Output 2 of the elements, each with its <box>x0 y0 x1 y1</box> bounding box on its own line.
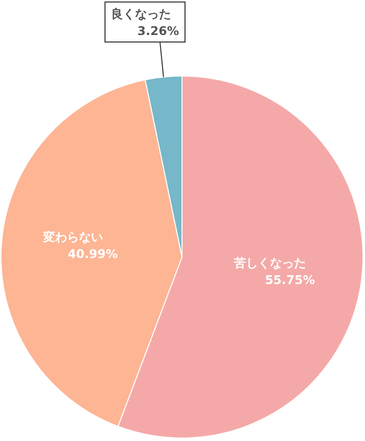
slice-label: 良くなった <box>111 7 171 21</box>
data-label: 3.26% <box>137 24 179 38</box>
